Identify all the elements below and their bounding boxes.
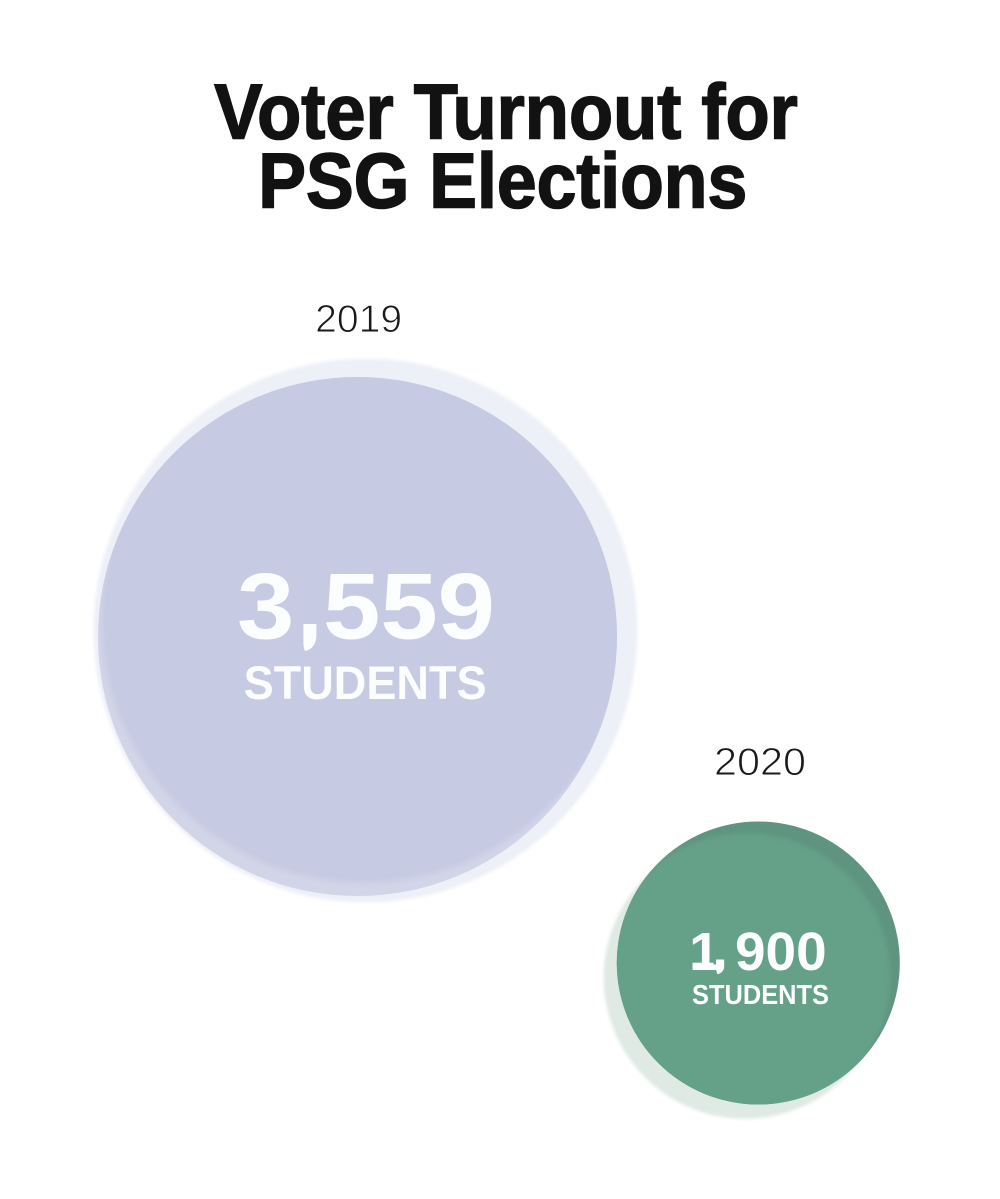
svg-text:STUDENTS: STUDENTS	[692, 979, 829, 1010]
svg-text:2020: 2020	[714, 741, 806, 784]
svg-text:PSG Elections: PSG Elections	[258, 139, 747, 225]
svg-text:1,900: 1,900	[689, 923, 827, 982]
svg-text:2019: 2019	[315, 298, 402, 341]
svg-text:Voter Turnout for: Voter Turnout for	[214, 69, 798, 155]
svg-text:3,559: 3,559	[237, 553, 495, 658]
svg-text:STUDENTS: STUDENTS	[244, 657, 487, 710]
